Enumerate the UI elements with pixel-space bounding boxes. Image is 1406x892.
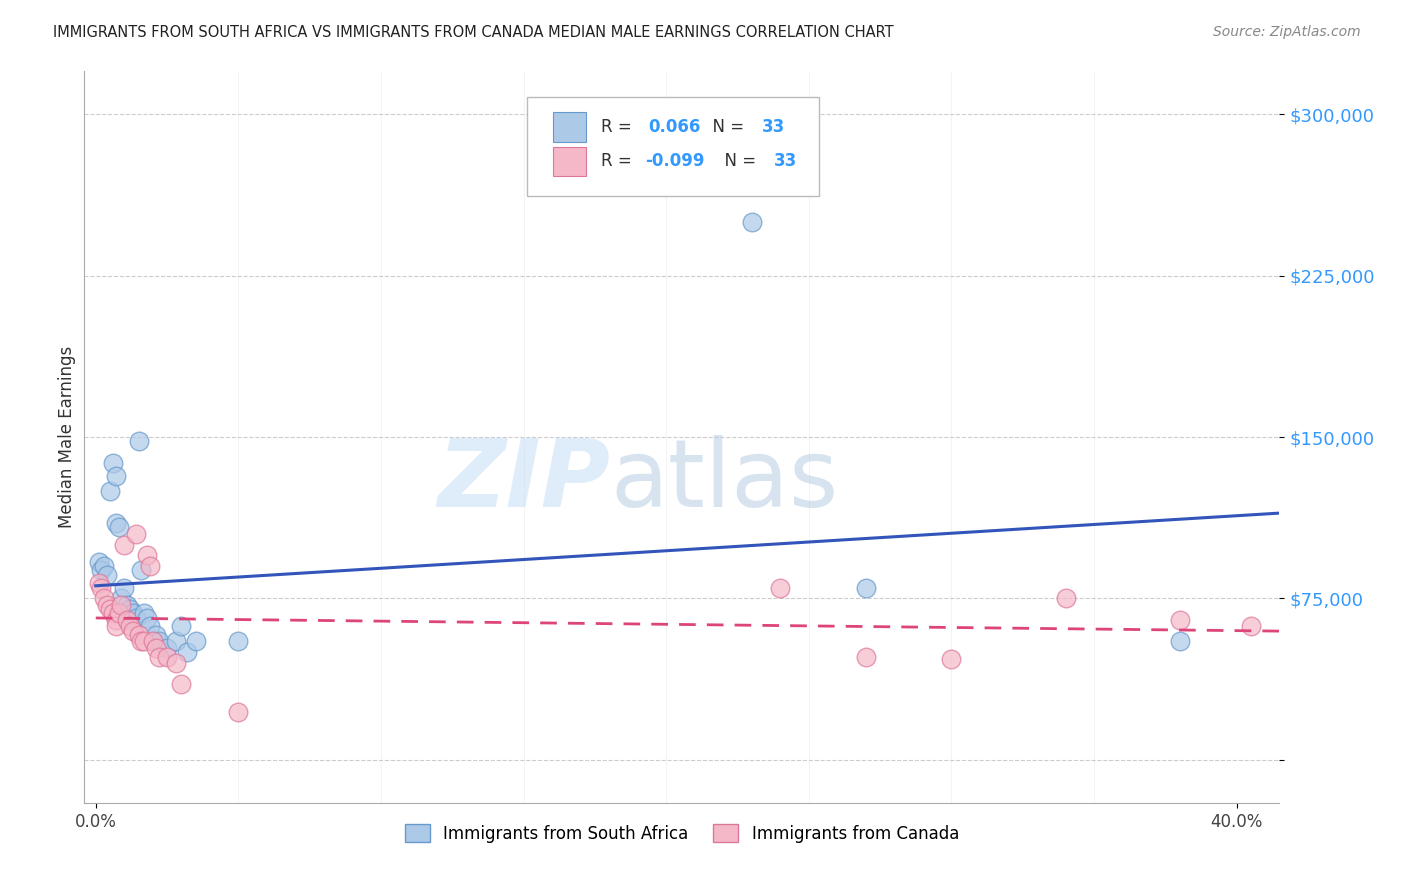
Point: [110, 591, 132, 606]
Point: [93, 559, 115, 574]
Point: [87, 555, 110, 569]
Point: [134, 634, 156, 648]
Point: [941, 651, 963, 665]
Point: [170, 619, 193, 633]
Point: [96, 598, 118, 612]
Point: [118, 613, 141, 627]
Text: N =: N =: [702, 118, 749, 136]
Point: [769, 581, 792, 595]
Point: [121, 607, 143, 621]
Point: [112, 581, 135, 595]
Point: [1168, 613, 1191, 627]
Text: 33: 33: [773, 153, 797, 170]
Point: [145, 628, 167, 642]
Point: [136, 549, 159, 563]
Point: [125, 527, 148, 541]
Point: [145, 640, 167, 655]
Point: [125, 611, 148, 625]
FancyBboxPatch shape: [527, 97, 820, 195]
Point: [87, 576, 110, 591]
Point: [228, 706, 250, 720]
Point: [115, 598, 138, 612]
Point: [131, 634, 153, 648]
Point: [184, 634, 207, 648]
Text: R =: R =: [600, 118, 637, 136]
Point: [165, 634, 187, 648]
Point: [176, 645, 198, 659]
Text: IMMIGRANTS FROM SOUTH AFRICA VS IMMIGRANTS FROM CANADA MEDIAN MALE EARNINGS CORR: IMMIGRANTS FROM SOUTH AFRICA VS IMMIGRAN…: [53, 25, 894, 40]
Point: [139, 559, 162, 574]
Point: [131, 564, 153, 578]
Text: Source: ZipAtlas.com: Source: ZipAtlas.com: [1213, 25, 1361, 39]
Text: -0.099: -0.099: [645, 153, 704, 170]
Point: [90, 564, 112, 578]
Point: [741, 215, 763, 229]
Text: R =: R =: [600, 153, 637, 170]
Point: [139, 619, 162, 633]
Point: [134, 607, 156, 621]
Point: [93, 591, 115, 606]
Point: [104, 613, 127, 627]
Point: [104, 468, 127, 483]
Legend: Immigrants from South Africa, Immigrants from Canada: Immigrants from South Africa, Immigrants…: [398, 818, 966, 849]
Point: [101, 456, 124, 470]
Point: [855, 581, 877, 595]
Point: [107, 607, 129, 621]
Point: [104, 619, 127, 633]
Y-axis label: Median Male Earnings: Median Male Earnings: [58, 346, 76, 528]
Point: [107, 520, 129, 534]
Point: [156, 640, 179, 655]
Point: [148, 649, 170, 664]
Point: [1240, 619, 1263, 633]
Point: [118, 602, 141, 616]
Point: [98, 483, 121, 498]
Text: 33: 33: [762, 118, 785, 136]
Point: [115, 613, 138, 627]
Text: 0.066: 0.066: [648, 118, 700, 136]
Point: [128, 434, 150, 449]
FancyBboxPatch shape: [553, 112, 586, 142]
Point: [98, 602, 121, 616]
Point: [170, 677, 193, 691]
Point: [165, 656, 187, 670]
Text: atlas: atlas: [610, 435, 838, 527]
Point: [128, 628, 150, 642]
Point: [118, 619, 141, 633]
Point: [101, 607, 124, 621]
Point: [148, 634, 170, 648]
Point: [136, 611, 159, 625]
Point: [110, 598, 132, 612]
Text: ZIP: ZIP: [437, 435, 610, 527]
Point: [1168, 634, 1191, 648]
Point: [855, 649, 877, 664]
Point: [142, 634, 165, 648]
Point: [112, 538, 135, 552]
Point: [1054, 591, 1077, 606]
FancyBboxPatch shape: [553, 146, 586, 176]
Point: [90, 581, 112, 595]
Point: [156, 649, 179, 664]
Text: N =: N =: [714, 153, 762, 170]
Point: [96, 567, 118, 582]
Point: [142, 634, 165, 648]
Point: [228, 634, 250, 648]
Point: [104, 516, 127, 530]
Point: [121, 624, 143, 638]
